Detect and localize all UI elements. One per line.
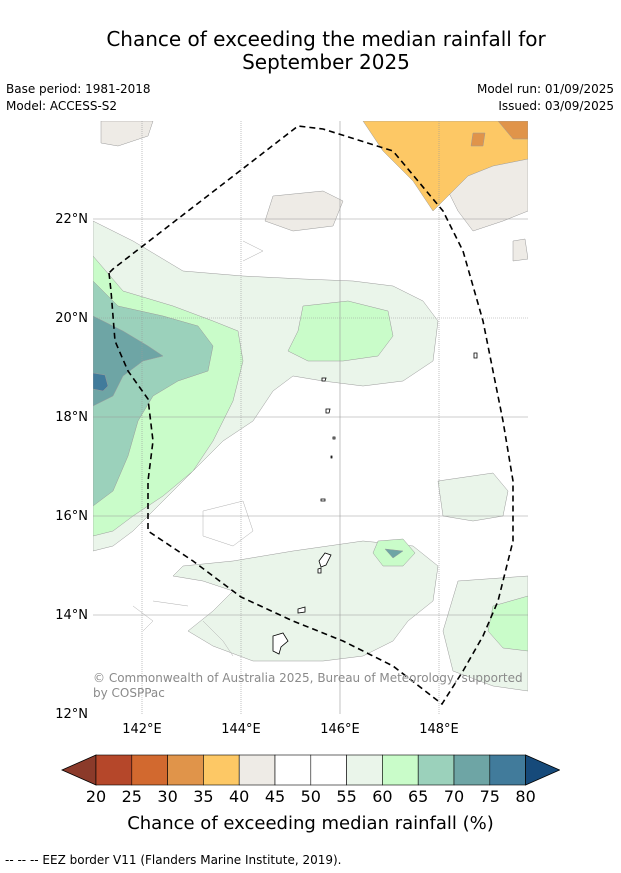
islands	[272, 352, 478, 655]
colorbar-segment	[238, 754, 276, 786]
lon-label-144: 144°E	[221, 722, 261, 737]
colorbar-tick-label: 35	[193, 787, 214, 806]
eez-border	[108, 125, 514, 706]
lat-label-12: 12°N	[55, 707, 88, 722]
colorbar-segment	[167, 754, 204, 786]
title-line-2: September 2025	[242, 50, 410, 74]
meta-left: Base period: 1981-2018 Model: ACCESS-S2	[6, 81, 151, 115]
colorbar-extend-low	[61, 754, 97, 786]
colorbar-segment	[203, 754, 240, 786]
colorbar-tick-label: 50	[300, 787, 321, 806]
eez-legend: -- -- -- EEZ border V11 (Flanders Marine…	[5, 853, 342, 867]
colorbar-segment	[131, 754, 168, 786]
colorbar-tick-label: 45	[264, 787, 286, 806]
region-75-80	[93, 372, 109, 392]
colorbar-segment	[382, 754, 419, 786]
colorbar-segment	[346, 754, 383, 786]
lat-label-22: 22°N	[55, 212, 88, 227]
colorbar-tick-label: 20	[85, 787, 107, 806]
region-30-35	[470, 121, 528, 147]
colorbar-segment	[310, 754, 347, 786]
model-name: Model: ACCESS-S2	[6, 99, 118, 113]
colorbar-extend-high	[525, 754, 561, 786]
lon-label-148: 148°E	[419, 722, 459, 737]
lat-label-18: 18°N	[55, 410, 88, 425]
colorbar-tick-label: 60	[372, 787, 393, 806]
map-title: Chance of exceeding the median rainfall …	[0, 28, 621, 74]
rainfall-map	[93, 121, 528, 714]
lon-label-146: 146°E	[320, 722, 360, 737]
colorbar-tick-label: 70	[443, 787, 465, 806]
colorbar-segment	[453, 754, 491, 786]
issued-date: Issued: 03/09/2025	[498, 99, 614, 113]
colorbar-tick-label: 25	[121, 787, 142, 806]
colorbar-tick-label: 80	[515, 787, 536, 806]
base-period: Base period: 1981-2018	[6, 82, 151, 96]
lat-label-20: 20°N	[55, 311, 88, 326]
copyright-credit: © Commonwealth of Australia 2025, Bureau…	[93, 671, 523, 700]
lat-label-14: 14°N	[55, 608, 88, 623]
region-70-75	[93, 315, 404, 559]
colorbar-tick-label: 55	[336, 787, 357, 806]
lon-label-142: 142°E	[122, 722, 162, 737]
title-line-1: Chance of exceeding the median rainfall …	[106, 27, 546, 51]
colorbar-label: Chance of exceeding median rainfall (%)	[127, 813, 494, 834]
region-35-40	[362, 121, 528, 212]
colorbar-segment	[274, 754, 312, 786]
model-run: Model run: 01/09/2025	[476, 82, 614, 96]
meta-right: Model run: 01/09/2025 Issued: 03/09/2025	[477, 81, 614, 115]
colorbar-segment	[417, 754, 455, 786]
colorbar-tick-label: 30	[157, 787, 178, 806]
colorbar-tick-label: 65	[408, 787, 429, 806]
gridlines	[93, 121, 528, 714]
colorbar-segment	[95, 754, 133, 786]
colorbar-tick-label: 40	[229, 787, 250, 806]
colorbar	[60, 752, 561, 790]
colorbar-segment	[489, 754, 526, 786]
lat-label-16: 16°N	[55, 509, 88, 524]
colorbar-tick-label: 75	[479, 787, 500, 806]
